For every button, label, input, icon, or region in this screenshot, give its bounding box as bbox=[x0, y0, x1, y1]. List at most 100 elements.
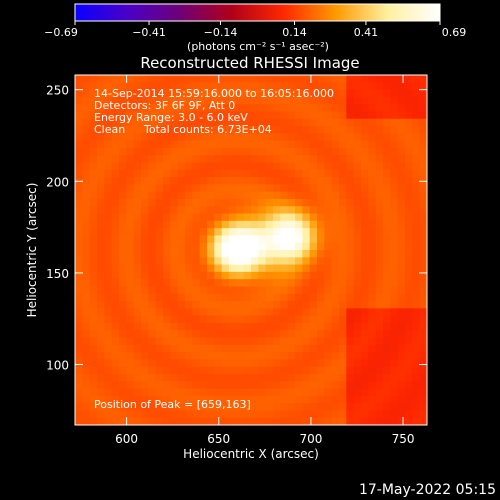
heatmap-cell bbox=[119, 220, 127, 229]
heatmap-cell bbox=[273, 242, 281, 251]
heatmap-cell bbox=[192, 126, 201, 134]
heatmap-cell bbox=[236, 228, 245, 237]
heatmap-cell bbox=[111, 96, 120, 105]
heatmap-cell bbox=[383, 293, 391, 302]
heatmap-cell bbox=[214, 308, 223, 317]
heatmap-cell bbox=[383, 410, 391, 419]
heatmap-cell bbox=[419, 75, 427, 83]
heatmap-cell bbox=[104, 206, 113, 215]
heatmap-cell bbox=[133, 140, 142, 149]
heatmap-cell bbox=[258, 293, 267, 302]
heatmap-cell bbox=[199, 271, 208, 280]
heatmap-cell bbox=[243, 184, 252, 193]
heatmap-cell bbox=[309, 337, 318, 346]
heatmap-cell bbox=[353, 322, 362, 331]
heatmap-cell bbox=[361, 162, 369, 171]
heatmap-cell bbox=[265, 257, 274, 266]
heatmap-cell bbox=[317, 169, 325, 178]
heatmap-cell bbox=[192, 206, 201, 215]
heatmap-cell bbox=[346, 96, 355, 105]
heatmap-cell bbox=[251, 126, 259, 134]
heatmap-cell bbox=[97, 177, 105, 185]
heatmap-cell bbox=[383, 155, 391, 164]
heatmap-cell bbox=[111, 322, 120, 331]
heatmap-cell bbox=[133, 293, 142, 302]
heatmap-cell bbox=[119, 118, 127, 127]
heatmap-cell bbox=[324, 359, 333, 368]
heatmap-cell bbox=[141, 330, 149, 339]
heatmap-cell bbox=[324, 184, 333, 193]
heatmap-cell bbox=[82, 220, 91, 229]
heatmap-cell bbox=[287, 403, 296, 412]
heatmap-cell bbox=[361, 82, 369, 91]
heatmap-cell bbox=[258, 250, 267, 258]
heatmap-cell bbox=[412, 133, 421, 142]
heatmap-cell bbox=[295, 403, 303, 412]
heatmap-cell bbox=[397, 373, 406, 382]
heatmap-cell bbox=[170, 308, 179, 317]
heatmap-cell bbox=[339, 264, 347, 273]
heatmap-cell bbox=[243, 228, 252, 237]
heatmap-cell bbox=[346, 198, 355, 207]
heatmap-cell bbox=[243, 301, 252, 309]
heatmap-cell bbox=[419, 293, 427, 302]
heatmap-cell bbox=[251, 118, 259, 127]
heatmap-cell bbox=[192, 228, 201, 237]
heatmap-cell bbox=[383, 111, 391, 120]
heatmap-cell bbox=[405, 330, 413, 339]
heatmap-cell bbox=[405, 155, 413, 164]
heatmap-cell bbox=[273, 184, 281, 193]
heatmap-cell bbox=[207, 344, 215, 353]
heatmap-cell bbox=[287, 213, 296, 222]
heatmap-cell bbox=[192, 177, 201, 185]
heatmap-cell bbox=[104, 250, 113, 258]
heatmap-cell bbox=[97, 352, 105, 360]
heatmap-cell bbox=[331, 177, 340, 185]
heatmap-cell bbox=[126, 373, 135, 382]
heatmap-cell bbox=[148, 279, 157, 288]
heatmap-cell bbox=[346, 118, 355, 127]
heatmap-cell bbox=[339, 352, 347, 360]
heatmap-cell bbox=[229, 126, 237, 134]
heatmap-cell bbox=[397, 286, 406, 295]
heatmap-cell bbox=[185, 366, 193, 375]
heatmap-cell bbox=[155, 191, 164, 200]
heatmap-cell bbox=[251, 82, 259, 91]
heatmap-cell bbox=[309, 155, 318, 164]
heatmap-cell bbox=[368, 344, 377, 353]
heatmap-cell bbox=[419, 89, 427, 98]
heatmap-cell bbox=[405, 301, 413, 309]
heatmap-cell bbox=[383, 198, 391, 207]
heatmap-cell bbox=[229, 111, 237, 120]
heatmap-cell bbox=[251, 257, 259, 266]
heatmap-cell bbox=[412, 271, 421, 280]
heatmap-cell bbox=[346, 235, 355, 244]
heatmap-cell bbox=[82, 301, 91, 309]
heatmap-cell bbox=[89, 235, 98, 244]
heatmap-cell bbox=[133, 89, 142, 98]
heatmap-cell bbox=[405, 162, 413, 171]
heatmap-cell bbox=[273, 264, 281, 273]
heatmap-cell bbox=[170, 279, 179, 288]
heatmap-cell bbox=[177, 264, 186, 273]
heatmap-cell bbox=[390, 352, 399, 360]
heatmap-cell bbox=[229, 198, 237, 207]
heatmap-cell bbox=[375, 126, 384, 134]
heatmap-cell bbox=[89, 352, 98, 360]
heatmap-cell bbox=[170, 198, 179, 207]
heatmap-cell bbox=[75, 184, 83, 193]
heatmap-cell bbox=[265, 177, 274, 185]
heatmap-cell bbox=[339, 82, 347, 91]
heatmap-cell bbox=[170, 191, 179, 200]
heatmap-cell bbox=[361, 96, 369, 105]
heatmap-cell bbox=[375, 133, 384, 142]
heatmap-cell bbox=[141, 279, 149, 288]
heatmap-cell bbox=[383, 330, 391, 339]
heatmap-cell bbox=[346, 381, 355, 390]
heatmap-cell bbox=[126, 264, 135, 273]
heatmap-cell bbox=[419, 410, 427, 419]
heatmap-cell bbox=[243, 140, 252, 149]
heatmap-cell bbox=[155, 228, 164, 237]
heatmap-cell bbox=[405, 264, 413, 273]
heatmap-cell bbox=[229, 155, 237, 164]
